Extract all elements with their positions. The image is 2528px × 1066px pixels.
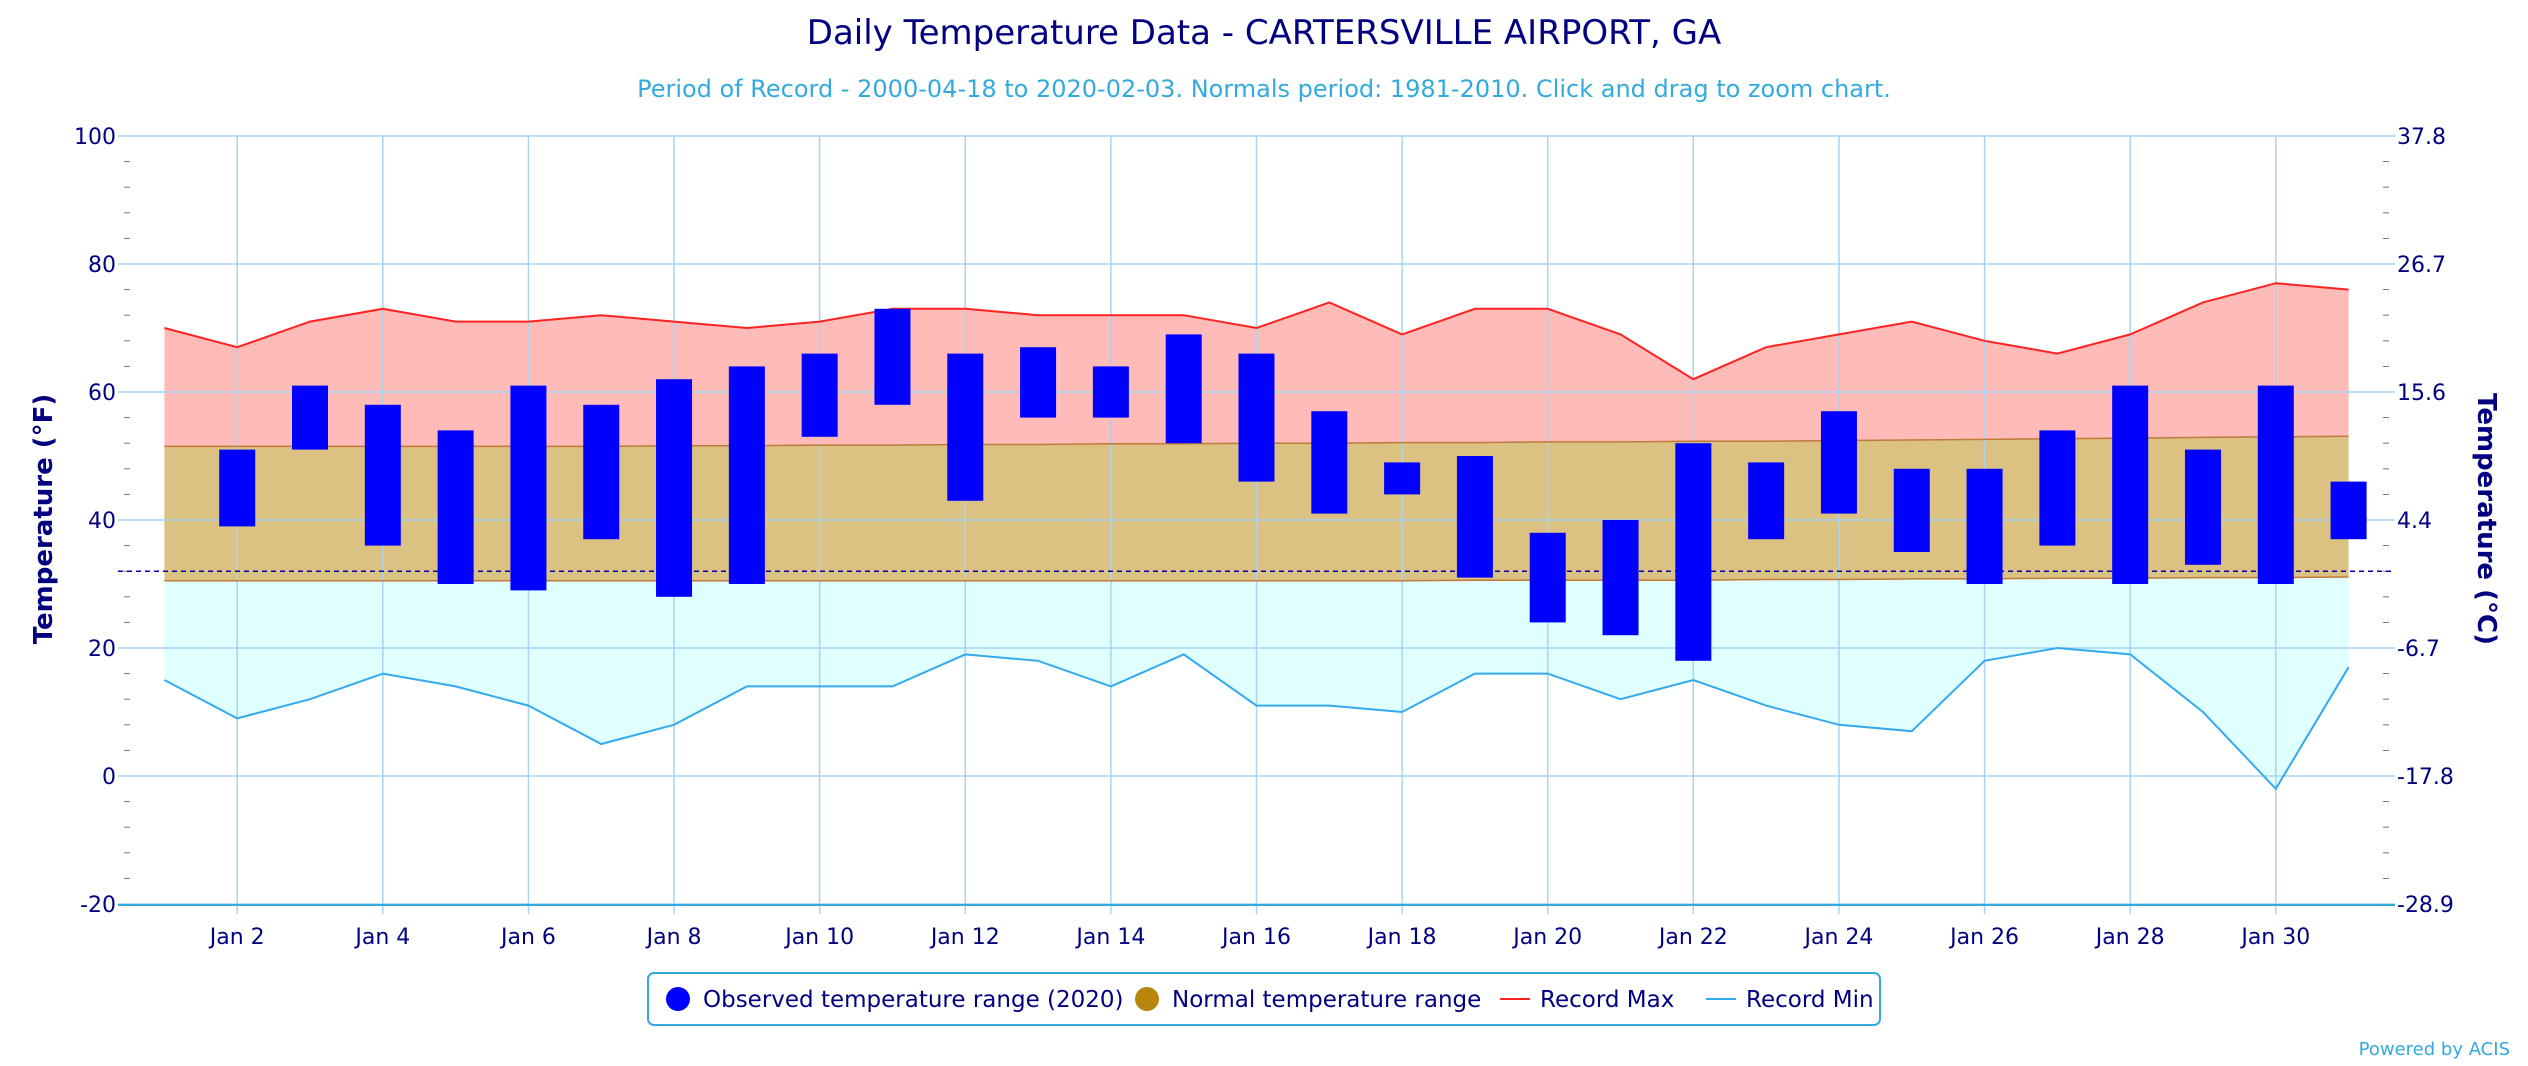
legend-label-observed: Observed temperature range (2020) [703,987,1124,1013]
observed-bar-jan-5[interactable] [437,430,474,584]
legend-item-record-min[interactable]: Record Min [1706,987,1874,1013]
observed-bar-jan-27[interactable] [2039,430,2076,546]
observed-bar-jan-24[interactable] [1820,411,1857,514]
observed-bar-jan-17[interactable] [1311,411,1348,514]
observed-bar-jan-19[interactable] [1456,456,1493,578]
observed-bar-jan-7[interactable] [583,404,620,540]
observed-bar-jan-18[interactable] [1384,462,1421,495]
observed-bar-jan-30[interactable] [2257,385,2294,584]
x-tick-label: Jan 26 [1948,925,2019,950]
credit-link[interactable]: Powered by ACIS [2359,1039,2510,1060]
legend-item-normal[interactable]: Normal temperature range [1135,987,1481,1013]
observed-bar-jan-14[interactable] [1092,366,1129,418]
y-tick-label-right: -28.9 [2397,893,2454,918]
x-tick-label: Jan 6 [499,925,556,950]
observed-bar-jan-3[interactable] [292,385,329,450]
x-tick-label: Jan 16 [1220,925,1291,950]
observed-bar-jan-28[interactable] [2112,385,2149,584]
legend-label-record-max: Record Max [1540,987,1674,1013]
record-min-line [163,646,2350,791]
grid-lines [118,135,2395,905]
observed-bar-jan-11[interactable] [874,308,911,405]
legend-box [647,972,1881,1026]
y-tick-label-right: 26.7 [2397,253,2446,278]
observed-bar-jan-13[interactable] [1020,347,1057,418]
x-tick-label: Jan 2 [208,925,265,950]
y-tick-label-right: -6.7 [2397,637,2440,662]
observed-bar-jan-20[interactable] [1529,532,1566,623]
y-tick-label-right: 4.4 [2397,509,2432,534]
observed-bar-jan-23[interactable] [1748,462,1785,540]
x-tick-label: Jan 22 [1657,925,1728,950]
y-axis-title-right: Temperature (°C) [2471,393,2501,645]
observed-bar-jan-22[interactable] [1675,443,1712,661]
legend-marker-normal [1135,987,1159,1011]
y-tick-label: -20 [80,893,116,918]
observed-bar-jan-15[interactable] [1165,334,1202,444]
chart-subtitle: Period of Record - 2000-04-18 to 2020-02… [637,75,1891,103]
legend-item-record-max[interactable]: Record Max [1500,987,1674,1013]
legend-marker-observed [666,987,690,1011]
y-tick-label: 80 [88,253,116,278]
x-tick-label: Jan 20 [1511,925,1582,950]
record-max-line [164,282,2349,381]
observed-bar-jan-31[interactable] [2330,481,2367,540]
observed-bar-jan-16[interactable] [1238,353,1275,482]
x-tick-label: Jan 4 [353,925,410,950]
observed-bar-jan-10[interactable] [801,353,838,437]
y-tick-label-right: -17.8 [2397,765,2454,790]
legend-label-normal: Normal temperature range [1172,987,1481,1013]
observed-bar-jan-26[interactable] [1966,468,2003,584]
x-tick-label: Jan 24 [1802,925,1873,950]
observed-bar-jan-4[interactable] [364,404,401,546]
observed-bar-jan-12[interactable] [947,353,984,501]
legend: Observed temperature range (2020) Normal… [647,972,1881,1026]
axes: -20 -28.9 0 -17.8 20 -6.7 40 4.4 60 15.6 80 26.7 100… [74,125,2454,950]
legend-label-record-min: Record Min [1746,987,1874,1013]
observed-bar-jan-8[interactable] [656,379,693,597]
x-tick-label: Jan 18 [1366,925,1437,950]
observed-bars[interactable] [219,308,2367,661]
observed-bar-jan-21[interactable] [1602,520,1639,636]
observed-bar-jan-25[interactable] [1893,468,1930,552]
x-tick-label: Jan 28 [2094,925,2165,950]
x-tick-label: Jan 30 [2239,925,2310,950]
chart-title: Daily Temperature Data - CARTERSVILLE AI… [807,13,1721,53]
observed-bar-jan-2[interactable] [219,449,256,527]
x-tick-label: Jan 10 [783,925,854,950]
y-axis-title-left: Temperature (°F) [29,394,59,645]
x-tick-label: Jan 8 [645,925,702,950]
observed-bar-jan-29[interactable] [2184,449,2221,565]
observed-bar-jan-6[interactable] [510,385,547,591]
y-tick-label: 40 [88,509,116,534]
observed-bar-jan-9[interactable] [728,366,765,584]
y-tick-label: 0 [102,765,116,790]
y-tick-label: 60 [88,381,116,406]
y-tick-label-right: 37.8 [2397,125,2446,150]
x-tick-label: Jan 12 [929,925,1000,950]
y-tick-label-right: 15.6 [2397,381,2446,406]
x-tick-label: Jan 14 [1074,925,1145,950]
legend-item-observed[interactable]: Observed temperature range (2020) [666,987,1124,1013]
y-tick-label: 100 [74,125,116,150]
y-tick-label: 20 [88,637,116,662]
